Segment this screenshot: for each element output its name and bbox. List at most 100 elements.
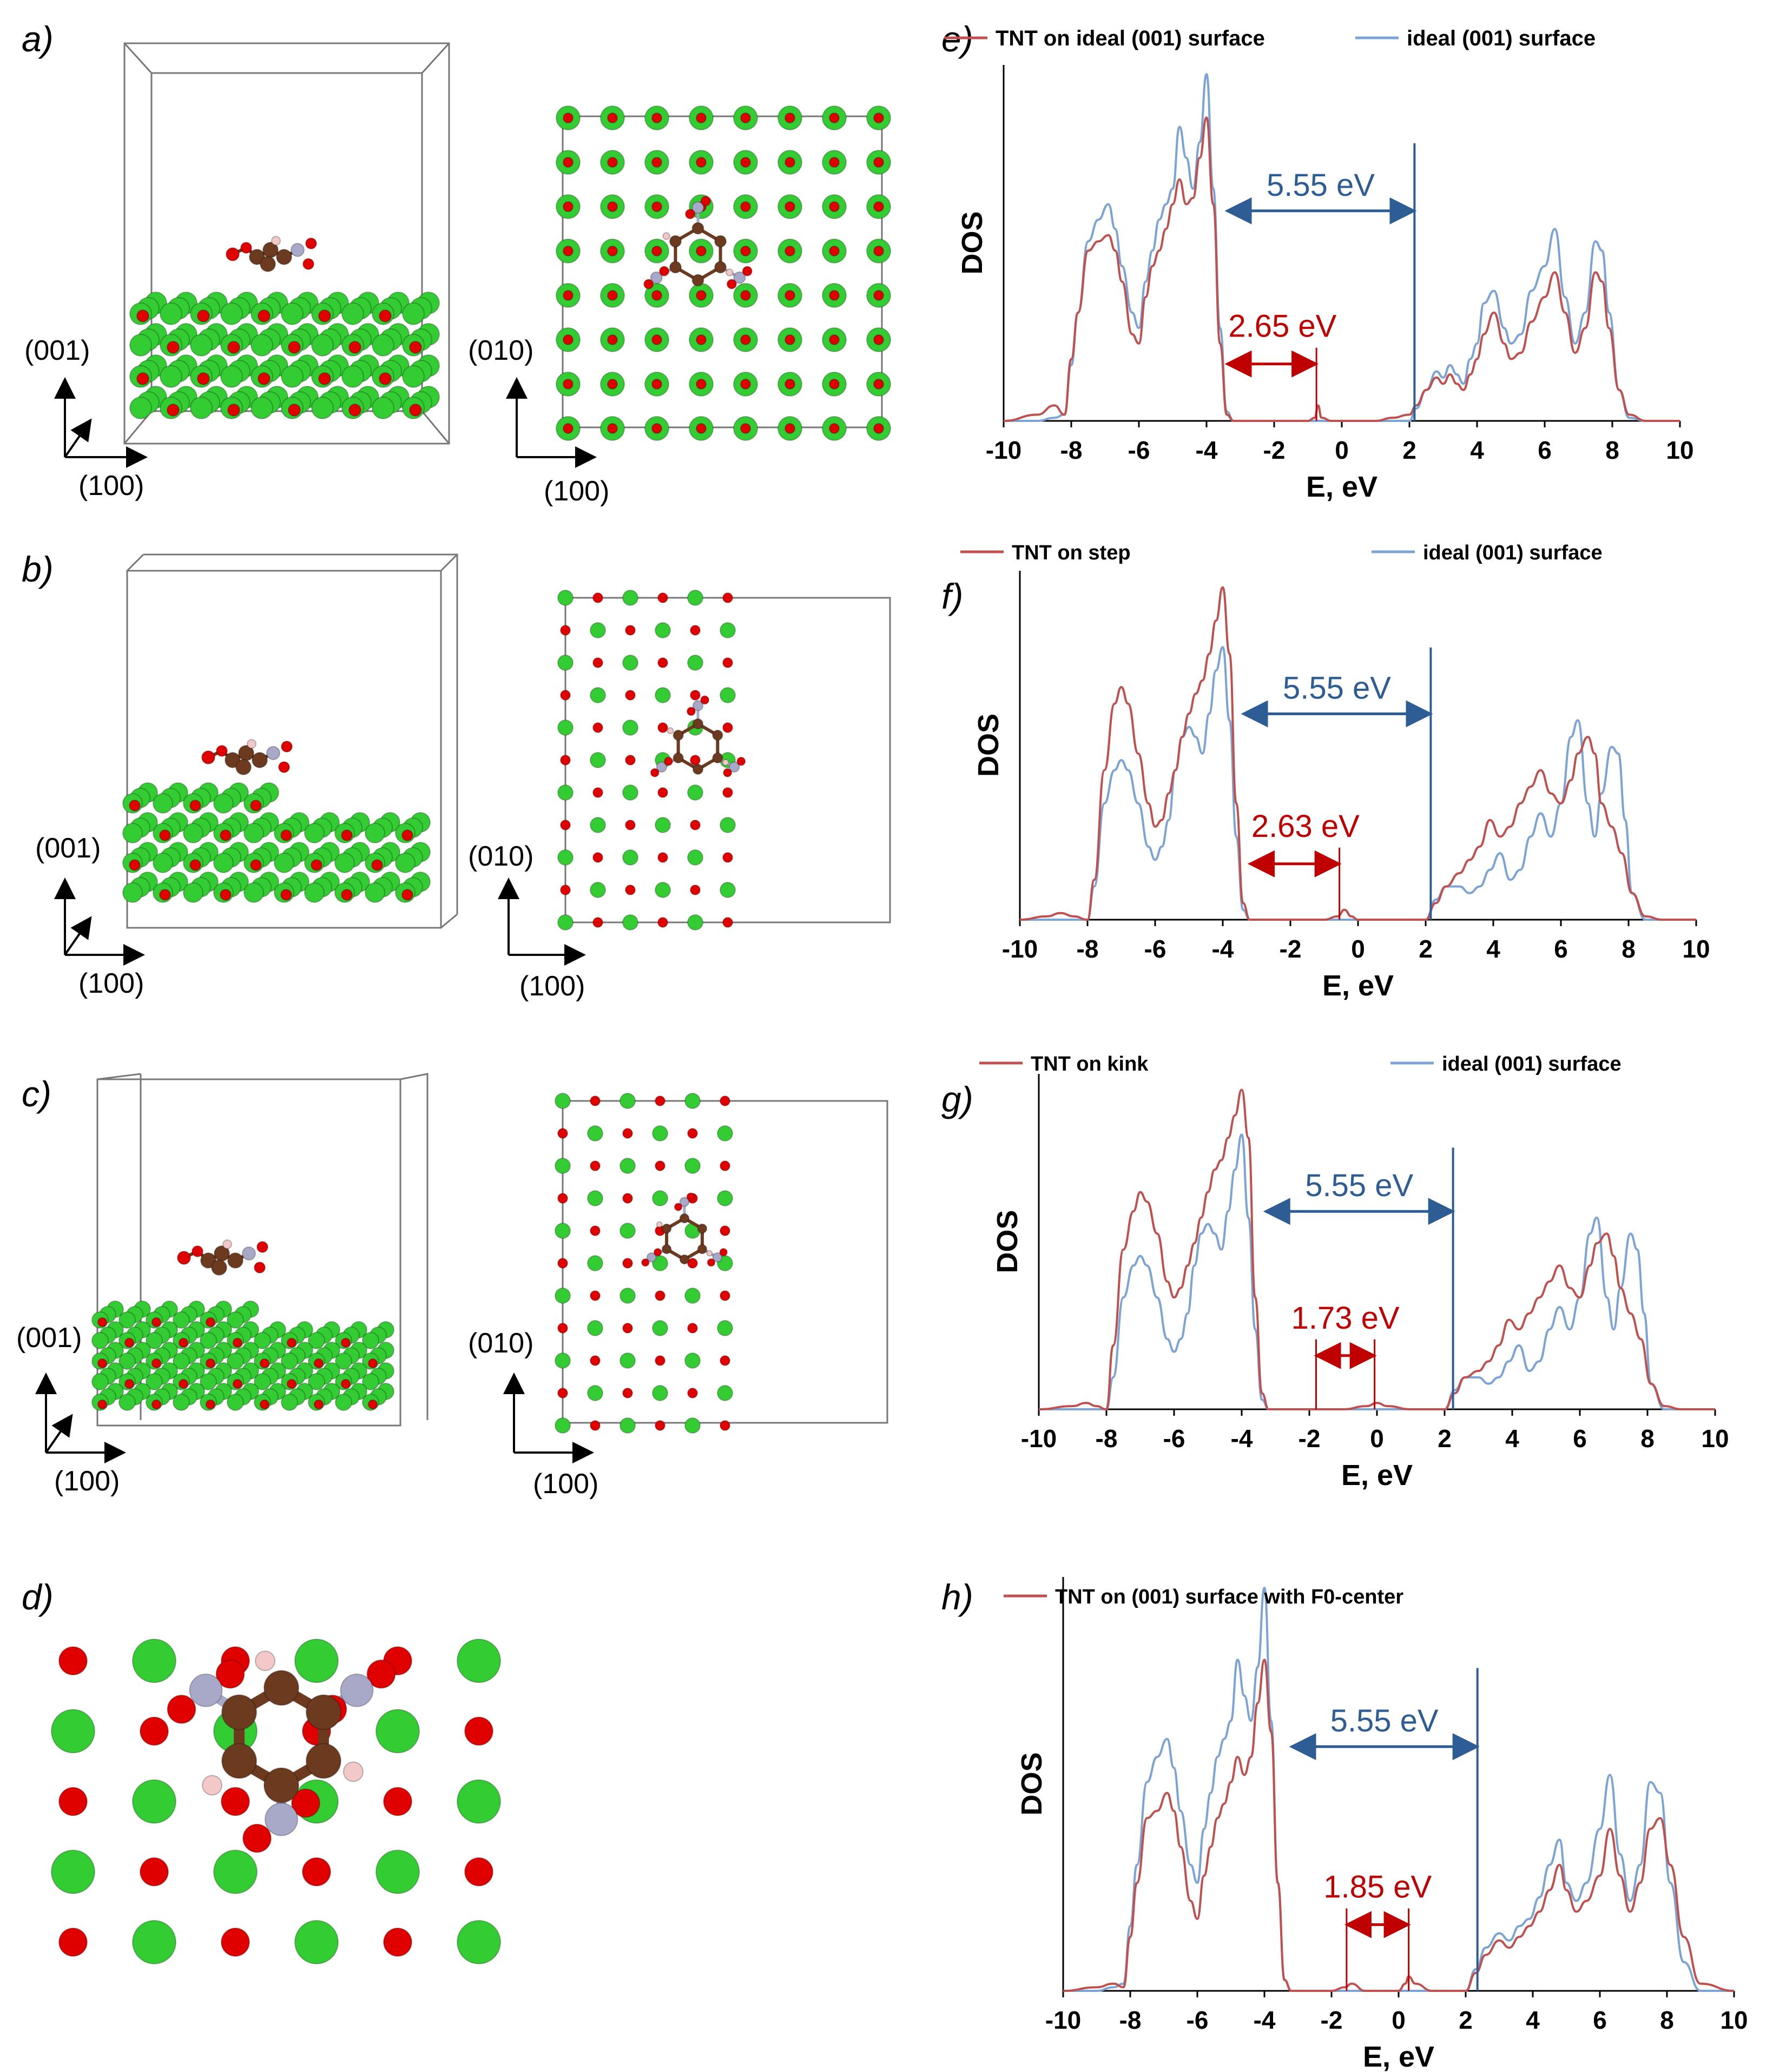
o-atom <box>663 756 673 766</box>
o-atom <box>313 1399 324 1410</box>
molecule-atom <box>227 1252 243 1269</box>
x-tick-label: 10 <box>1701 1424 1729 1453</box>
x-tick-label: -10 <box>1045 2006 1081 2034</box>
molecule-atom <box>256 1241 268 1253</box>
tnt-gap-label: 1.73 eV <box>1291 1301 1400 1336</box>
x-tick-label: 2 <box>1438 1424 1452 1453</box>
mg-atom <box>213 793 234 814</box>
mg-atom <box>91 1332 109 1349</box>
o-atom <box>651 290 662 301</box>
o-atom <box>873 290 884 301</box>
molecule-atom <box>305 237 317 249</box>
h-atom <box>656 1221 663 1228</box>
o-atom <box>189 859 201 871</box>
mg-atom <box>132 1920 176 1964</box>
n-atom <box>733 271 746 284</box>
o-atom <box>286 1337 297 1348</box>
mg-atom <box>684 1288 701 1304</box>
o-atom <box>590 1160 601 1171</box>
mg-atom <box>622 655 638 671</box>
o-atom <box>129 800 141 811</box>
o-atom <box>464 1717 493 1746</box>
mg-atom <box>91 1373 109 1390</box>
mg-atom <box>619 1352 636 1369</box>
mg-atom <box>146 1373 163 1390</box>
mg-atom <box>122 882 143 903</box>
o-atom <box>151 1358 162 1369</box>
c-atom <box>669 235 682 248</box>
o-atom <box>302 1857 331 1886</box>
o-atom <box>785 334 795 345</box>
o-atom <box>686 707 696 716</box>
o-atom <box>97 1399 108 1410</box>
o-atom <box>655 1420 665 1431</box>
series-line-ideal <box>1063 1586 1734 1992</box>
o-atom <box>696 423 707 434</box>
mg-atom <box>687 590 703 606</box>
mg-atom <box>557 720 574 736</box>
mg-atom <box>294 1920 339 1964</box>
mg-atom <box>183 882 203 903</box>
molecule-atom <box>247 739 256 749</box>
x-tick-label: -6 <box>1128 436 1150 464</box>
o-atom <box>592 722 603 733</box>
c-atom <box>263 1767 299 1803</box>
o-atom <box>740 246 751 256</box>
n-atom <box>728 761 740 773</box>
x-tick-label: 0 <box>1335 436 1349 464</box>
o-atom <box>159 889 171 901</box>
o-atom <box>690 625 701 636</box>
o-atom <box>740 157 751 168</box>
structure-b-top <box>557 590 891 931</box>
mg-atom <box>190 397 213 419</box>
o-atom <box>371 859 383 871</box>
o-atom <box>367 1399 378 1410</box>
o-atom <box>829 201 840 212</box>
o-atom <box>785 246 795 256</box>
o-atom <box>684 208 696 220</box>
c-atom <box>691 222 704 235</box>
mg-atom <box>717 1190 733 1206</box>
mg-atom <box>183 823 203 843</box>
c-atom <box>661 1223 672 1234</box>
o-atom <box>625 625 636 636</box>
h-atom <box>202 1775 223 1796</box>
mg-atom <box>457 1639 501 1683</box>
o-atom <box>622 1193 633 1204</box>
c-atom <box>697 1223 708 1234</box>
mg-atom <box>687 914 703 931</box>
o-atom <box>592 917 603 928</box>
o-atom <box>592 787 603 798</box>
o-atom <box>658 266 670 276</box>
mg-atom <box>687 784 703 801</box>
mg-atom <box>160 365 182 388</box>
x-tick-label: -4 <box>1196 436 1218 464</box>
o-atom <box>311 859 322 871</box>
mg-atom <box>173 1394 190 1411</box>
mg-atom <box>652 1385 668 1401</box>
mg-atom <box>555 1417 571 1434</box>
mg-atom <box>684 1158 701 1174</box>
o-atom <box>409 341 422 354</box>
panel-label-h: h) <box>941 1577 973 1617</box>
o-atom <box>97 1317 108 1328</box>
mg-atom <box>587 1320 603 1336</box>
axis-label-100-c: (100) <box>54 1466 120 1497</box>
o-atom <box>464 1857 493 1886</box>
o-atom <box>829 290 840 301</box>
mg-atom <box>590 622 606 638</box>
c-atom <box>221 1743 258 1779</box>
mg-atom <box>308 1332 325 1349</box>
o-atom <box>696 290 707 301</box>
mg-atom <box>590 882 606 898</box>
c-atom <box>221 1694 258 1730</box>
panel-label-c: c) <box>22 1074 51 1114</box>
o-atom <box>607 334 618 345</box>
c-atom <box>712 752 723 764</box>
legend-label-tnt: TNT on step <box>1012 542 1131 564</box>
x-tick-label: -10 <box>1002 935 1038 963</box>
o-atom <box>720 1160 730 1171</box>
mg-atom <box>243 882 264 903</box>
x-tick-label: 10 <box>1682 935 1710 963</box>
mg-atom <box>619 1223 636 1239</box>
